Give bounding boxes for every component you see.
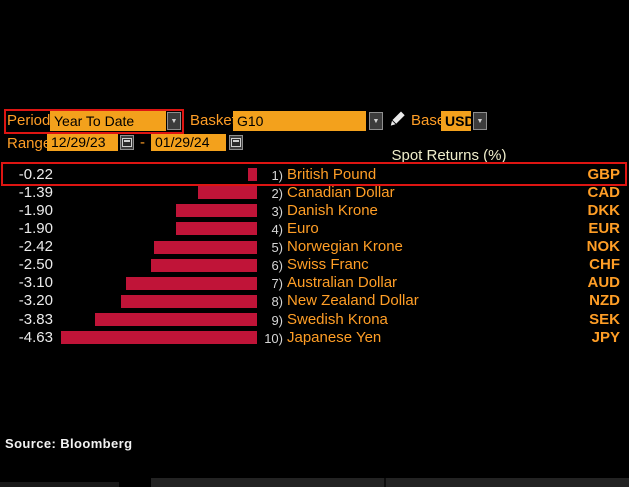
pencil-icon	[390, 111, 405, 126]
bar-value-label: -0.22	[18, 165, 53, 183]
calendar-icon	[122, 138, 132, 147]
bar-value-label: -1.90	[18, 219, 53, 237]
bar	[176, 204, 257, 218]
bar	[176, 222, 257, 236]
row-rank: 7)	[271, 276, 283, 292]
currency-code: NZD	[589, 292, 620, 310]
currency-name[interactable]: Norwegian Krone	[287, 238, 403, 255]
period-value: Year To Date	[54, 113, 135, 129]
currency-code: GBP	[587, 165, 620, 183]
range-end-input[interactable]: 01/29/24	[151, 134, 226, 151]
bar-value-label: -3.20	[18, 292, 53, 310]
chart-row: -1.39 2) Canadian Dollar CAD	[0, 184, 629, 202]
base-currency-value: USD	[445, 113, 475, 129]
chevron-down-icon: ▼	[170, 117, 178, 125]
bar-value-label: -3.10	[18, 274, 53, 292]
base-currency-select[interactable]: USD	[441, 111, 475, 131]
currency-code: CHF	[589, 256, 620, 274]
bar	[198, 186, 257, 200]
row-rank: 5)	[271, 240, 283, 255]
range-end-calendar-button[interactable]	[229, 135, 243, 150]
chart-row: -2.50 6) Swiss Franc CHF	[0, 256, 629, 274]
currency-name[interactable]: Swiss Franc	[287, 256, 369, 274]
basket-dropdown-button[interactable]: ▼	[369, 112, 383, 130]
chart-row: -0.22 1) British Pound GBP	[0, 166, 629, 184]
edit-basket-button[interactable]	[390, 110, 406, 128]
row-rank: 1)	[271, 167, 283, 183]
currency-name[interactable]: Australian Dollar	[287, 274, 398, 292]
currency-code: DKK	[587, 201, 621, 219]
currency-name[interactable]: New Zealand Dollar	[287, 292, 419, 310]
currency-name[interactable]: Japanese Yen	[287, 328, 382, 346]
row-rank: 10)	[264, 330, 283, 346]
base-label: Base	[411, 112, 446, 129]
bottom-strip-divider	[384, 478, 386, 487]
currency-code: EUR	[588, 219, 620, 237]
bar	[151, 258, 257, 272]
chart-title: Spot Returns (%)	[391, 147, 507, 164]
currency-code: CAD	[587, 183, 621, 201]
chart-row: -2.42 5) Norwegian Krone NOK	[0, 238, 629, 256]
currency-name[interactable]: Danish Krone	[287, 201, 378, 219]
bar-value-label: -4.63	[18, 328, 53, 346]
bottom-strip-left	[0, 482, 119, 487]
bottom-strip-right	[151, 478, 629, 487]
bar	[248, 168, 257, 181]
currency-code: JPY	[591, 328, 620, 346]
period-select[interactable]: Year To Date	[50, 111, 166, 131]
row-rank: 8)	[271, 294, 283, 310]
currency-code: SEK	[589, 310, 620, 328]
chart-row: -3.20 8) New Zealand Dollar NZD	[0, 292, 629, 310]
row-rank: 9)	[271, 312, 283, 328]
range-label: Range	[7, 135, 52, 152]
bar-value-label: -2.50	[18, 256, 53, 274]
basket-label: Basket	[190, 112, 236, 129]
calendar-icon	[231, 138, 241, 147]
bar	[126, 276, 257, 290]
bar-value-label: -3.83	[18, 310, 53, 328]
base-dropdown-button[interactable]: ▼	[473, 112, 487, 130]
currency-name[interactable]: Swedish Krona	[287, 310, 388, 328]
chart-row: -3.10 7) Australian Dollar AUD	[0, 274, 629, 292]
period-label: Period	[7, 112, 51, 129]
range-end-value: 01/29/24	[155, 134, 210, 150]
bar-value-label: -1.39	[18, 183, 53, 201]
chart-row: -1.90 3) Danish Krone DKK	[0, 202, 629, 220]
range-start-value: 12/29/23	[51, 134, 106, 150]
bar-value-label: -2.42	[18, 238, 53, 255]
bar	[121, 294, 257, 308]
currency-name[interactable]: Euro	[287, 219, 319, 237]
row-rank: 2)	[271, 185, 283, 201]
row-rank: 6)	[271, 258, 283, 274]
source-credit: Source: Bloomberg	[5, 436, 133, 451]
bar	[61, 331, 257, 345]
currency-code: AUD	[587, 274, 621, 292]
range-start-input[interactable]: 12/29/23	[47, 134, 118, 151]
bar	[154, 240, 257, 254]
range-start-calendar-button[interactable]	[120, 135, 134, 150]
row-rank: 3)	[271, 203, 283, 219]
range-separator: -	[140, 134, 145, 151]
bar-value-label: -1.90	[18, 201, 53, 219]
row-rank: 4)	[271, 221, 283, 237]
chevron-down-icon: ▼	[476, 117, 484, 125]
currency-name[interactable]: Canadian Dollar	[287, 183, 395, 201]
bar	[95, 313, 257, 326]
basket-select[interactable]: G10	[233, 111, 366, 131]
chevron-down-icon: ▼	[372, 117, 380, 125]
chart-row: -1.90 4) Euro EUR	[0, 220, 629, 238]
currency-name[interactable]: British Pound	[287, 165, 377, 183]
chart-row: -3.83 9) Swedish Krona SEK	[0, 311, 629, 329]
chart-row: -4.63 10) Japanese Yen JPY	[0, 329, 629, 347]
period-dropdown-button[interactable]: ▼	[167, 112, 181, 130]
basket-value: G10	[237, 113, 264, 129]
currency-code: NOK	[586, 238, 620, 255]
